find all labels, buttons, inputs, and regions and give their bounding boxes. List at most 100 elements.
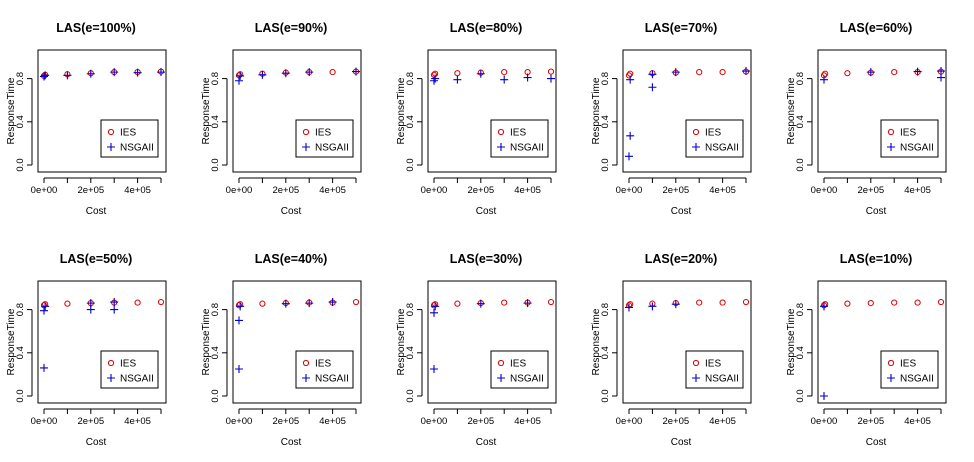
nsgaii-point [820, 75, 828, 84]
chart-panel: LAS(e=10%) 0.0 0.4 0.8 0e+00 2e+05 4e+05 Cost Re… [786, 252, 947, 448]
legend-nsgaii-marker [497, 143, 505, 151]
legend-nsgaii-label: NSGAII [900, 143, 934, 154]
nsgaii-point [235, 316, 243, 325]
nsgaii-point [937, 67, 945, 76]
legend-ies-marker [497, 128, 505, 136]
nsgaii-point [913, 67, 922, 76]
y-tick-label: 0.8 [405, 303, 416, 316]
chart-panel: LAS(e=30%) 0.0 0.4 0.8 0e+00 2e+05 4e+05 Cost Re… [396, 252, 557, 448]
x-tick-label: 0e+00 [226, 416, 253, 427]
plot-frame [232, 49, 362, 173]
nsgaii-point [430, 308, 438, 317]
y-axis-label: ResponseTime [591, 308, 602, 375]
ies-point [844, 70, 851, 77]
nsgaii-point [236, 302, 245, 311]
x-tick-label: 4e+05 [904, 185, 931, 196]
nsgaii-point [500, 75, 509, 84]
nsgaii-point [671, 68, 680, 77]
y-tick-label: 0.4 [600, 115, 611, 128]
plot-frame [37, 280, 167, 404]
nsgaii-point [41, 302, 50, 311]
y-tick-label: 0.0 [210, 389, 221, 402]
plot-frame [37, 49, 167, 173]
x-tick-label: 4e+05 [514, 416, 541, 427]
legend-nsgaii-label: NSGAII [705, 143, 739, 154]
plot-frame [622, 280, 752, 404]
chart-title: LAS(e=40%) [255, 252, 328, 266]
x-axis-label: Cost [281, 437, 302, 448]
chart-panel: LAS(e=50%) 0.0 0.4 0.8 0e+00 2e+05 4e+05 Cost Re… [6, 252, 167, 448]
legend-nsgaii-marker [887, 374, 895, 382]
x-axis-label: Cost [281, 206, 302, 217]
legend-ies-label: IES [120, 128, 136, 139]
y-tick-label: 0.0 [15, 158, 26, 171]
nsgaii-point [110, 68, 119, 77]
ies-point [696, 69, 703, 76]
x-tick-label: 2e+05 [467, 185, 494, 196]
nsgaii-point [352, 67, 360, 76]
x-tick-label: 0e+00 [616, 416, 643, 427]
y-tick-label: 0.4 [15, 115, 26, 128]
legend-ies-label: IES [900, 128, 916, 139]
chart-panel: LAS(e=90%) 0.0 0.4 0.8 0e+00 2e+05 4e+05 Cost Re… [201, 21, 362, 217]
x-tick-label: 2e+05 [857, 416, 884, 427]
y-tick-label: 0.8 [405, 72, 416, 85]
nsgaii-point [258, 70, 267, 79]
ies-point [329, 69, 336, 76]
chart-title: LAS(e=50%) [60, 252, 133, 266]
legend-ies-marker [107, 128, 115, 136]
nsgaii-point [476, 69, 485, 78]
nsgaii-point [63, 71, 72, 80]
nsgaii-point [110, 298, 119, 307]
y-tick-label: 0.8 [795, 303, 806, 316]
x-tick-label: 2e+05 [662, 185, 689, 196]
legend-ies-marker [887, 359, 895, 367]
nsgaii-point [235, 365, 243, 373]
y-tick-label: 0.8 [210, 303, 221, 316]
legend-nsgaii-label: NSGAII [900, 374, 934, 385]
legend-nsgaii-marker [302, 374, 310, 382]
legend-nsgaii-marker [302, 143, 310, 151]
ies-point [937, 298, 945, 306]
legend-nsgaii-marker [107, 143, 115, 151]
nsgaii-point [431, 74, 440, 83]
nsgaii-point [110, 305, 119, 314]
x-axis-label: Cost [86, 206, 107, 217]
legend-ies-label: IES [705, 359, 721, 370]
ies-point [157, 298, 165, 306]
chart-title: LAS(e=30%) [450, 252, 523, 266]
ies-point [914, 299, 921, 306]
y-tick-label: 0.8 [795, 72, 806, 85]
legend-ies-label: IES [315, 359, 331, 370]
ies-point [64, 300, 71, 307]
legend-ies-label: IES [510, 359, 526, 370]
plot-frame [427, 280, 557, 404]
ies-point [822, 70, 829, 77]
ies-point [547, 68, 555, 75]
nsgaii-point [40, 72, 48, 81]
ies-point [627, 301, 634, 308]
nsgaii-point [866, 68, 875, 77]
ies-point [844, 300, 851, 307]
legend-nsgaii-label: NSGAII [120, 374, 154, 385]
nsgaii-point [157, 68, 165, 77]
legend-nsgaii-marker [692, 374, 700, 382]
nsgaii-point [820, 392, 828, 400]
plot-frame [622, 49, 752, 173]
chart-title: LAS(e=20%) [645, 252, 718, 266]
y-axis-label: ResponseTime [6, 77, 17, 144]
x-tick-label: 4e+05 [319, 185, 346, 196]
legend-nsgaii-marker [497, 374, 505, 382]
plot-frame [817, 49, 947, 173]
legend-ies-label: IES [510, 128, 526, 139]
x-tick-label: 2e+05 [272, 185, 299, 196]
y-tick-label: 0.4 [795, 346, 806, 359]
nsgaii-point [547, 74, 555, 83]
nsgaii-point [328, 298, 337, 307]
nsgaii-point [236, 71, 245, 80]
ies-point [867, 300, 874, 307]
x-tick-label: 4e+05 [124, 416, 151, 427]
ies-point [134, 299, 141, 306]
ies-point [719, 69, 726, 76]
y-tick-label: 0.0 [795, 158, 806, 171]
